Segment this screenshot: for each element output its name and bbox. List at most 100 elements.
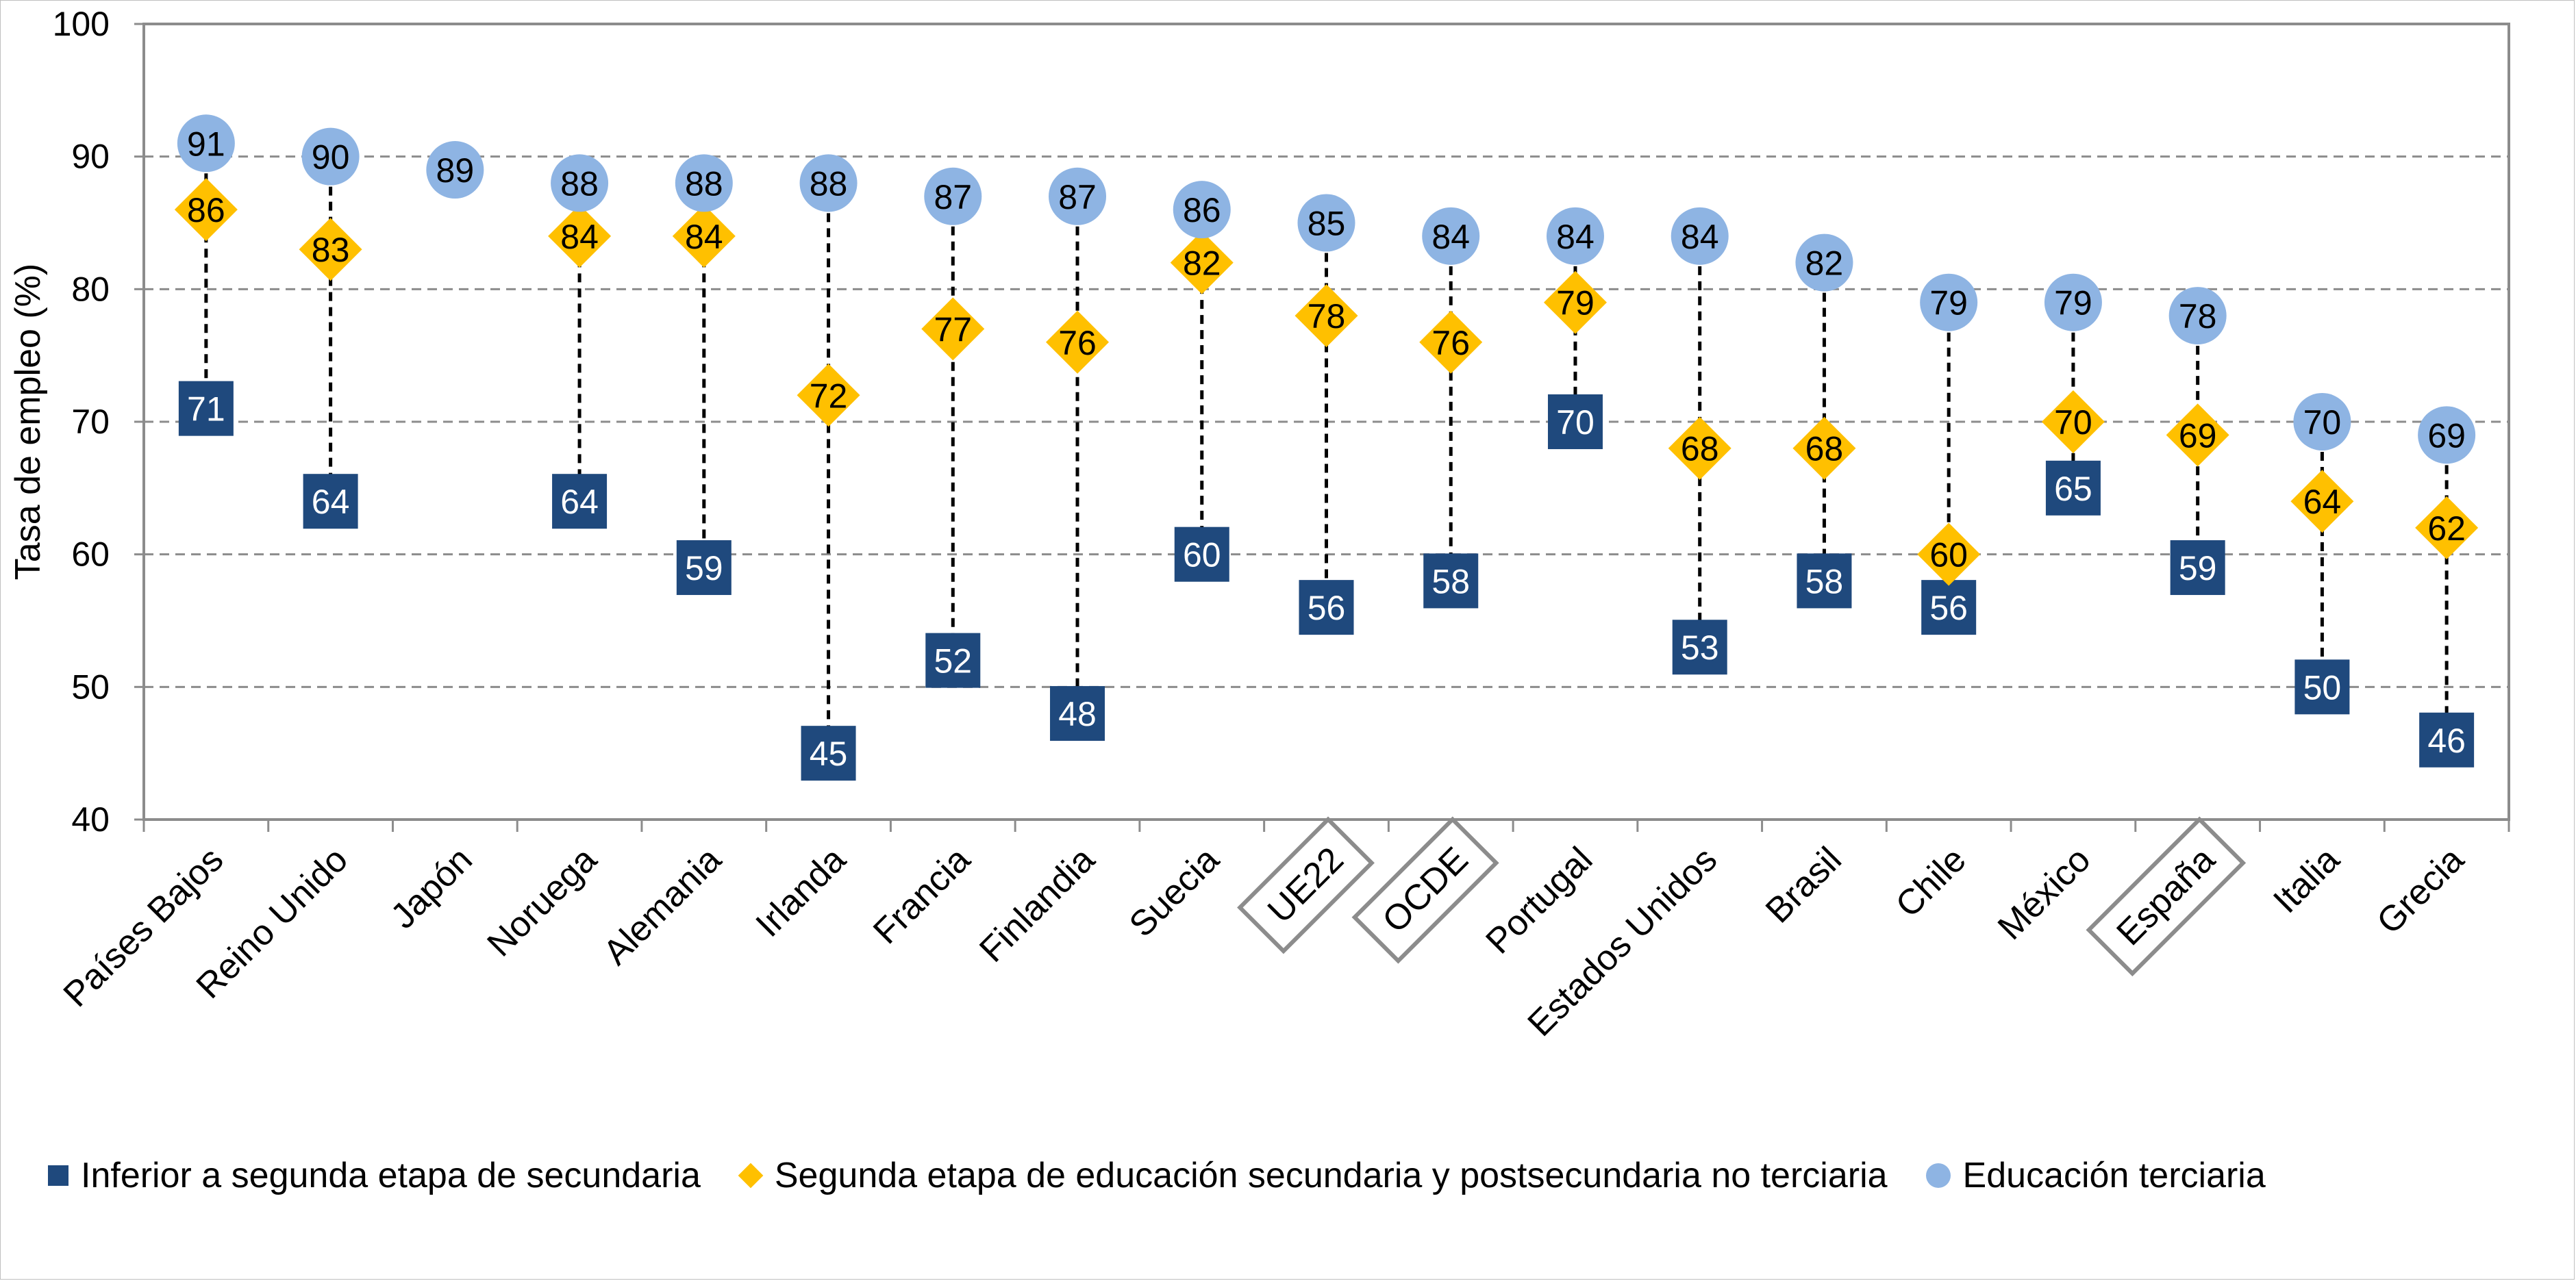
- data-label-tertiary: 87: [1058, 178, 1097, 216]
- data-label-tertiary: 69: [2427, 416, 2466, 455]
- data-label-upper-secondary: 60: [1929, 536, 1968, 574]
- x-category: Noruega: [480, 839, 605, 964]
- legend: Inferior a segunda etapa de secundaria S…: [48, 1145, 2266, 1206]
- marker-upper-secondary: [2166, 403, 2229, 467]
- highlight-box: [1351, 816, 1499, 964]
- marker-lower-secondary: [925, 633, 981, 688]
- data-label-upper-secondary: 70: [2054, 403, 2092, 442]
- data-label-upper-secondary: 77: [934, 310, 972, 348]
- x-tick-label: Italia: [2266, 839, 2347, 921]
- x-category: Italia: [2266, 839, 2347, 921]
- marker-lower-secondary: [801, 726, 856, 781]
- marker-lower-secondary: [676, 540, 731, 596]
- data-label-tertiary: 84: [1556, 218, 1595, 256]
- data-label-upper-secondary: 84: [560, 218, 599, 256]
- y-tick-label: 100: [53, 5, 110, 43]
- data-label-lower-secondary: 52: [934, 642, 972, 681]
- data-label-lower-secondary: 48: [1058, 695, 1097, 733]
- data-label-upper-secondary: 76: [1431, 324, 1470, 362]
- y-tick-label: 70: [71, 403, 110, 441]
- data-label-lower-secondary: 60: [1183, 536, 1221, 574]
- legend-diamond-icon: [738, 1163, 764, 1189]
- x-category: Japón: [384, 839, 480, 936]
- marker-lower-secondary: [1423, 553, 1479, 609]
- x-tick-label: OCDE: [1375, 839, 1475, 940]
- data-label-lower-secondary: 53: [1681, 629, 1719, 667]
- data-label-tertiary: 79: [2054, 284, 2092, 322]
- marker-upper-secondary: [797, 364, 860, 427]
- highlight-box: [2086, 816, 2247, 977]
- data-label-tertiary: 78: [2179, 297, 2217, 335]
- data-label-tertiary: 82: [1805, 244, 1844, 283]
- data-label-tertiary: 88: [810, 164, 848, 203]
- marker-tertiary: [1920, 273, 1978, 331]
- x-tick-label: Alemania: [596, 839, 729, 972]
- x-category: Suecia: [1122, 839, 1227, 944]
- marker-tertiary: [1546, 207, 1604, 265]
- y-tick-label: 80: [71, 270, 110, 308]
- marker-lower-secondary: [303, 474, 358, 529]
- x-category: España: [2086, 816, 2247, 977]
- y-tick-label: 90: [71, 138, 110, 176]
- data-label-upper-secondary: 69: [2179, 416, 2217, 455]
- marker-tertiary: [1422, 207, 1480, 265]
- x-category: Chile: [1888, 839, 1974, 925]
- legend-label-upper-secondary: Segunda etapa de educación secundaria y …: [774, 1156, 1888, 1195]
- marker-lower-secondary: [1797, 553, 1852, 609]
- marker-tertiary: [1173, 181, 1231, 239]
- x-tick-label: Brasil: [1758, 839, 1849, 930]
- data-label-lower-secondary: 64: [560, 483, 599, 521]
- marker-tertiary: [2168, 287, 2227, 345]
- marker-lower-secondary: [1050, 686, 1105, 741]
- x-tick-label: Francia: [866, 839, 978, 952]
- x-category: Irlanda: [749, 839, 853, 944]
- data-label-lower-secondary: 59: [2179, 549, 2217, 587]
- marker-lower-secondary: [2045, 460, 2101, 516]
- data-label-upper-secondary: 78: [1308, 297, 1346, 335]
- marker-lower-secondary: [1174, 527, 1229, 582]
- data-label-tertiary: 79: [1929, 284, 1968, 322]
- marker-tertiary: [924, 167, 982, 225]
- data-label-lower-secondary: 56: [1929, 589, 1968, 627]
- legend-circle-icon: [1925, 1163, 1951, 1188]
- data-label-lower-secondary: 56: [1308, 589, 1346, 627]
- data-label-tertiary: 84: [1431, 218, 1470, 256]
- data-label-upper-secondary: 68: [1681, 430, 1719, 468]
- x-category: México: [1990, 839, 2098, 947]
- data-label-lower-secondary: 64: [312, 483, 350, 521]
- data-label-upper-secondary: 79: [1556, 284, 1595, 322]
- legend-item-lower-secondary: Inferior a segunda etapa de secundaria: [48, 1155, 701, 1196]
- data-label-lower-secondary: 45: [810, 735, 848, 773]
- x-category: Grecia: [2369, 839, 2471, 941]
- y-tick-label: 40: [71, 800, 110, 839]
- data-label-tertiary: 88: [685, 164, 723, 203]
- marker-lower-secondary: [1921, 580, 1977, 635]
- marker-upper-secondary: [299, 218, 362, 281]
- x-tick-label: Grecia: [2369, 839, 2471, 941]
- x-tick-label: Portugal: [1478, 839, 1600, 961]
- data-label-tertiary: 84: [1681, 218, 1719, 256]
- marker-lower-secondary: [2294, 659, 2350, 715]
- marker-tertiary: [177, 114, 235, 173]
- marker-tertiary: [799, 154, 858, 212]
- data-label-upper-secondary: 76: [1058, 324, 1097, 362]
- marker-upper-secondary: [1917, 522, 1981, 586]
- marker-lower-secondary: [1672, 620, 1727, 675]
- data-label-upper-secondary: 86: [187, 191, 225, 229]
- data-label-upper-secondary: 64: [2303, 483, 2342, 521]
- marker-tertiary: [1671, 207, 1729, 265]
- marker-tertiary: [2044, 273, 2102, 331]
- marker-lower-secondary: [2170, 540, 2225, 596]
- x-tick-label: Japón: [384, 839, 480, 936]
- x-category: Finlandia: [972, 839, 1102, 969]
- marker-upper-secondary: [1792, 416, 1856, 480]
- y-tick-label: 50: [71, 668, 110, 706]
- data-label-upper-secondary: 68: [1805, 430, 1844, 468]
- y-tick-label: 60: [71, 535, 110, 574]
- marker-lower-secondary: [552, 474, 608, 529]
- legend-item-upper-secondary: Segunda etapa de educación secundaria y …: [738, 1155, 1888, 1196]
- employment-rate-chart: 40 50 60 70 80 90 100 Tasa de empleo (%) 71 86 91 6…: [8, 5, 2510, 1044]
- legend-label-lower-secondary: Inferior a segunda etapa de secundaria: [81, 1156, 701, 1195]
- marker-upper-secondary: [2415, 496, 2479, 559]
- marker-upper-secondary: [672, 204, 736, 268]
